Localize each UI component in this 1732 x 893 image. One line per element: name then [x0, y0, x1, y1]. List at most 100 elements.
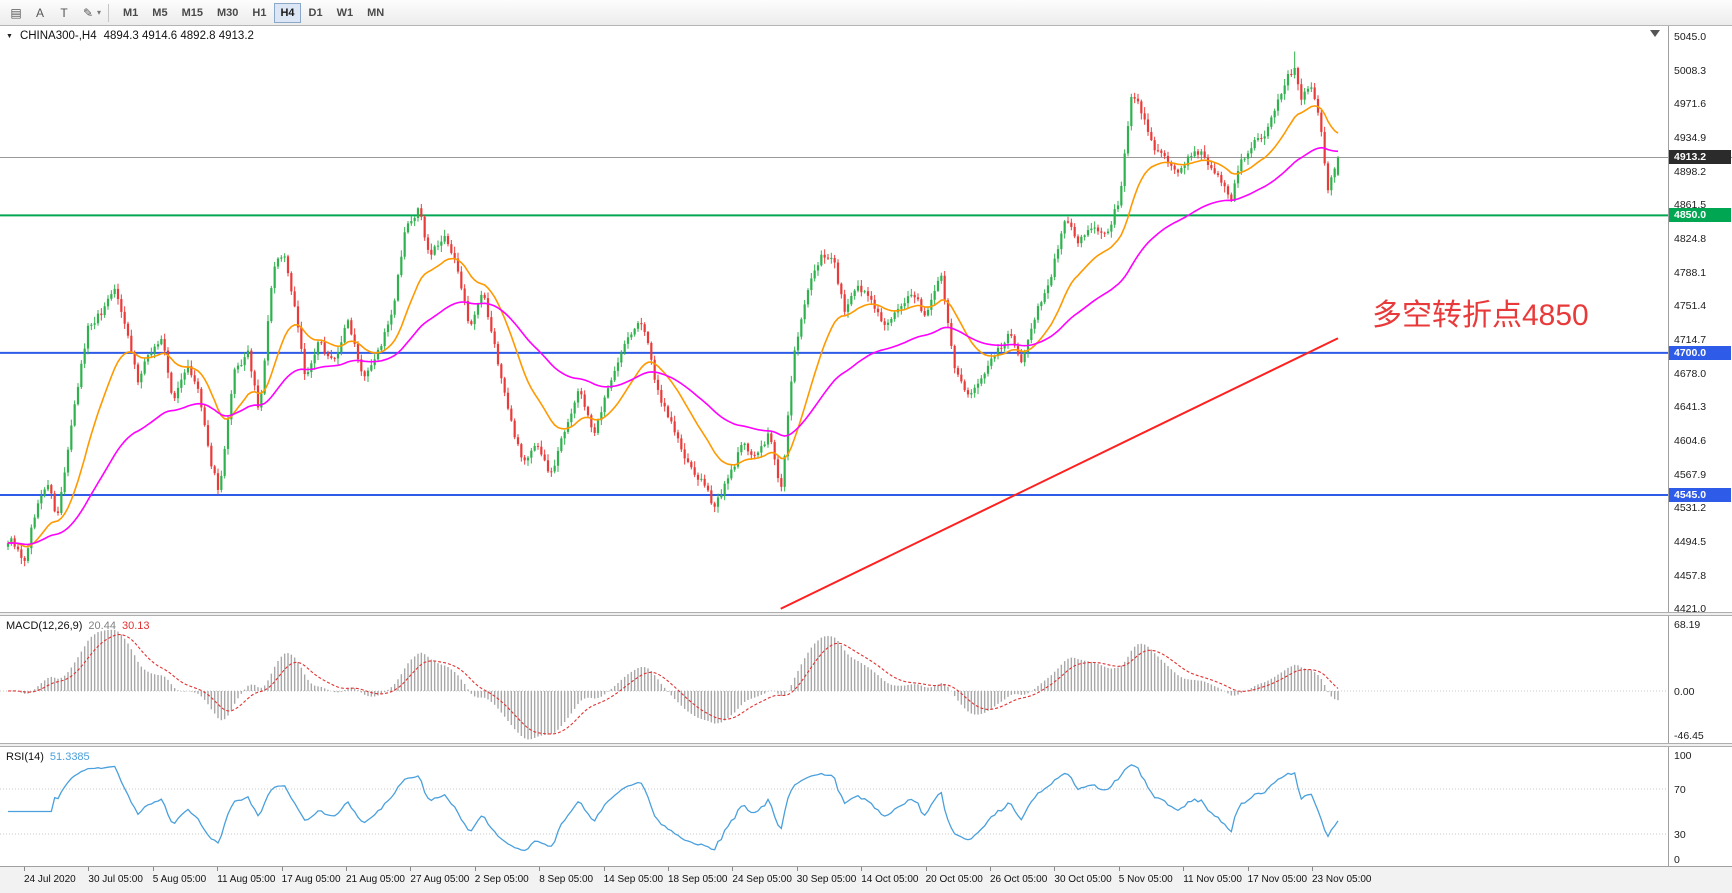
time-axis-label: 11 Aug 05:00 — [217, 874, 276, 885]
timeframe-button-w1[interactable]: W1 — [331, 3, 360, 23]
time-axis-label: 30 Oct 05:00 — [1054, 874, 1112, 885]
time-tick — [152, 867, 154, 871]
time-tick — [410, 867, 412, 871]
timeframe-buttons: M1 M5 M15 M30 H1 H4 D1 W1 MN — [116, 2, 391, 23]
rsi-label: RSI(14) 51.3385 — [6, 751, 90, 763]
dropdown-caret-icon[interactable]: ▾ — [97, 8, 102, 17]
ma-slow-line — [7, 146, 1339, 546]
time-axis-label: 17 Nov 05:00 — [1247, 874, 1308, 885]
rsi-axis-label: 70 — [1674, 783, 1686, 796]
time-axis-label: 5 Aug 05:00 — [152, 874, 207, 885]
main-chart-panel[interactable]: ▼ CHINA300-,H4 4894.3 4914.6 4892.8 4913… — [0, 26, 1732, 612]
timeframe-button-m5[interactable]: M5 — [146, 3, 173, 23]
cursor-text-a-icon[interactable]: A — [28, 3, 52, 23]
candles — [6, 51, 1340, 567]
time-axis-label: 23 Nov 05:00 — [1312, 874, 1372, 885]
panel-separator[interactable] — [0, 612, 1732, 616]
macd-axis-label: 0.00 — [1674, 685, 1695, 698]
timeframe-button-d1[interactable]: D1 — [303, 3, 329, 23]
ohlc-values-label: 4894.3 4914.6 4892.8 4913.2 — [103, 30, 254, 42]
rsi-plot-canvas[interactable] — [0, 747, 1732, 866]
price-chip-4913.2: 4913.2 — [1669, 150, 1731, 165]
time-tick — [861, 867, 863, 871]
time-tick — [1183, 867, 1185, 871]
rsi-axis-border — [1668, 747, 1669, 866]
price-axis-label: 4567.9 — [1674, 468, 1707, 481]
timeframe-button-mn[interactable]: MN — [361, 3, 390, 23]
price-chip-4850.0: 4850.0 — [1669, 208, 1731, 223]
macd-plot-canvas[interactable] — [0, 616, 1732, 743]
rsi-name: RSI(14) — [6, 751, 44, 763]
text-label-icon[interactable]: T — [52, 3, 76, 23]
price-axis-label: 4971.6 — [1674, 98, 1707, 111]
time-tick — [346, 867, 347, 871]
price-chart-canvas[interactable] — [0, 26, 1732, 612]
toolbar: ▤ A T ✎ ▾ M1 M5 M15 M30 H1 H4 D1 W1 MN — [0, 0, 1732, 26]
time-tick — [1247, 867, 1249, 871]
macd-panel[interactable]: MACD(12,26,9) 20.44 30.13 68.19 0.00 -46.4… — [0, 616, 1732, 743]
price-chip-4545.0: 4545.0 — [1669, 488, 1731, 503]
time-tick — [1054, 867, 1056, 871]
macd-label: MACD(12,26,9) 20.44 30.13 — [6, 620, 149, 632]
timeframe-button-m15[interactable]: M15 — [176, 3, 209, 23]
timeframe-button-m30[interactable]: M30 — [211, 3, 244, 23]
time-tick — [1312, 867, 1313, 871]
price-axis-label: 5008.3 — [1674, 64, 1707, 77]
macd-main-value: 20.44 — [88, 620, 116, 632]
time-axis[interactable]: 24 Jul 2020 30 Jul 05:00 5 Aug 05:00 11 Aug… — [0, 866, 1732, 893]
time-tick — [24, 867, 25, 871]
time-axis-label: 8 Sep 05:00 — [539, 874, 594, 885]
timeframe-button-h1[interactable]: H1 — [246, 3, 272, 23]
macd-axis-border — [1668, 616, 1669, 743]
time-axis-label: 2 Sep 05:00 — [474, 874, 529, 885]
time-axis-label: 24 Jul 2020 — [24, 874, 76, 885]
draw-tool-icon[interactable]: ✎ — [76, 3, 100, 23]
price-axis-label: 4457.8 — [1674, 569, 1707, 582]
trendline[interactable] — [780, 337, 1339, 610]
rsi-panel[interactable]: RSI(14) 51.3385 100 70 30 0 — [0, 747, 1732, 866]
chart-windows-icon[interactable]: ▤ — [4, 3, 28, 23]
price-axis-label: 4898.2 — [1674, 165, 1707, 178]
macd-histogram — [10, 629, 1339, 740]
time-axis-label: 27 Aug 05:00 — [410, 874, 470, 885]
ma-fast-line — [7, 105, 1339, 548]
time-tick — [990, 867, 991, 871]
time-axis-label: 26 Oct 05:00 — [990, 874, 1048, 885]
price-axis-label: 4714.7 — [1674, 334, 1707, 346]
price-axis-label: 4788.1 — [1674, 266, 1707, 279]
chart-symbol-label: ▼ CHINA300-,H4 4894.3 4914.6 4892.8 4913… — [6, 30, 254, 42]
toolbar-tools: ▤ A T ✎ ▾ — [4, 3, 101, 23]
time-axis-label: 5 Nov 05:00 — [1118, 874, 1173, 885]
timeframe-button-m1[interactable]: M1 — [117, 3, 144, 23]
timeframe-button-h4[interactable]: H4 — [274, 2, 301, 23]
time-tick — [217, 867, 219, 871]
time-tick — [281, 867, 283, 871]
time-axis-label: 18 Sep 05:00 — [668, 874, 728, 885]
macd-axis-label: 68.19 — [1674, 618, 1701, 631]
macd-name: MACD(12,26,9) — [6, 620, 83, 632]
chart-shift-marker-icon — [1650, 30, 1660, 37]
time-axis-label: 30 Sep 05:00 — [796, 874, 857, 885]
time-axis-label: 14 Oct 05:00 — [861, 874, 919, 885]
time-axis-label: 11 Nov 05:00 — [1183, 874, 1242, 885]
time-axis-label: 14 Sep 05:00 — [603, 874, 664, 885]
price-axis-label: 4861.5 — [1674, 199, 1707, 212]
time-axis-label: 24 Sep 05:00 — [732, 874, 792, 885]
panel-separator[interactable] — [0, 743, 1732, 747]
rsi-line — [8, 764, 1339, 852]
price-axis-label: 5045.0 — [1674, 31, 1707, 44]
price-axis-label: 4824.8 — [1674, 233, 1707, 246]
rsi-axis-label: 100 — [1674, 749, 1692, 762]
time-axis-label: 30 Jul 05:00 — [88, 874, 143, 885]
time-tick — [796, 867, 798, 871]
rsi-axis-label: 30 — [1674, 828, 1686, 841]
text-annotation[interactable]: 多空转折点4850 — [1372, 299, 1589, 332]
price-axis-label: 4604.6 — [1674, 434, 1707, 447]
rsi-axis-label: 0 — [1674, 854, 1680, 866]
time-tick — [668, 867, 669, 871]
time-tick — [603, 867, 605, 871]
time-axis-label: 21 Aug 05:00 — [346, 874, 405, 885]
price-axis-label: 4641.3 — [1674, 401, 1707, 414]
price-axis-border — [1668, 26, 1669, 612]
